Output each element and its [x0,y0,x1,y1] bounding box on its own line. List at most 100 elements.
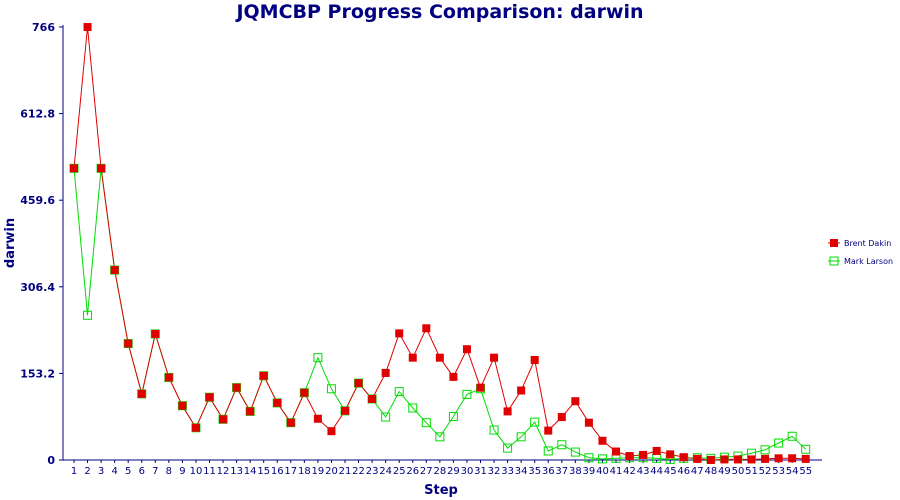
x-tick-label: 10 [190,466,203,477]
legend-entry: Brent Dakin [828,239,891,248]
chart-title: JQMCBP Progress Comparison: darwin [234,1,643,23]
legend: Brent Dakin Mark Larson [828,239,893,266]
x-tick-label: 6 [139,466,145,477]
x-tick-label: 39 [583,466,596,477]
x-tick-label: 51 [745,466,758,477]
data-point [503,407,512,416]
data-point [774,438,784,448]
data-point [774,454,783,463]
x-tick-label: 40 [596,466,609,477]
data-point [421,418,431,428]
data-point [530,355,539,364]
data-point [787,431,797,441]
data-point [760,445,770,455]
data-point [83,310,93,320]
data-point [435,353,444,362]
data-point [327,427,336,436]
data-point [801,444,811,454]
x-tick-label: 30 [461,466,474,477]
series-brent-dakin [73,26,806,461]
x-tick-label: 5 [125,466,131,477]
series-line [73,26,806,461]
data-point [544,426,553,435]
series-layer [69,23,811,464]
data-point [462,389,472,399]
x-tick-label: 4 [111,466,117,477]
data-point [408,353,417,362]
x-tick-label: 7 [152,466,158,477]
data-point [448,411,458,421]
data-point [395,329,404,338]
data-point [286,418,295,427]
x-tick-label: 34 [515,466,528,477]
data-point [300,388,309,397]
x-tick-label: 31 [474,466,487,477]
x-tick-label: 25 [393,466,406,477]
legend-marker [829,256,839,266]
legend-entry: Mark Larson [828,256,893,266]
data-point [557,413,566,422]
data-point [570,447,580,457]
data-point [733,455,742,464]
data-point [543,446,553,456]
series-line [73,168,807,460]
data-point [490,353,499,362]
data-point [679,453,688,462]
x-tick-label: 49 [718,466,731,477]
x-tick-label: 19 [312,466,325,477]
data-point [516,432,526,442]
legend-marker [830,239,838,247]
data-point [435,432,445,442]
data-point [110,266,119,275]
data-point [517,386,526,395]
data-point [368,394,377,403]
data-point [503,443,513,453]
data-point [597,454,607,464]
data-point [408,403,418,413]
data-point [191,423,200,432]
data-point [625,452,634,461]
y-tick-label: 306.4 [20,281,55,294]
x-tick-label: 20 [325,466,338,477]
data-point [219,415,228,424]
y-tick-label: 0 [47,454,55,467]
y-tick-label: 459.6 [20,194,55,207]
data-point [530,417,540,427]
data-point [788,454,797,463]
x-tick-label: 13 [230,466,243,477]
data-point [801,454,810,463]
data-point [313,353,323,363]
x-tick-label: 18 [298,466,311,477]
x-tick-label: 48 [704,466,717,477]
data-point [70,164,78,173]
data-point [97,164,106,173]
x-tick-label: 22 [352,466,365,477]
x-tick-label: 41 [610,466,623,477]
data-point [639,450,648,459]
data-point [178,401,187,410]
series-mark-larson [73,168,807,460]
data-point [720,455,729,464]
data-point [205,393,214,402]
data-point [164,373,173,382]
x-tick-label: 38 [569,466,582,477]
x-tick-label: 8 [166,466,172,477]
x-axis-label: Step [424,483,458,498]
data-point [354,379,363,388]
data-point [137,389,146,398]
x-tick-label: 47 [691,466,704,477]
data-point [232,383,241,392]
data-point [273,398,282,407]
data-point [259,371,268,380]
x-tick-label: 37 [555,466,568,477]
x-tick-label: 27 [420,466,433,477]
data-point [341,406,349,415]
data-point [706,456,715,464]
x-tick-label: 46 [677,466,690,477]
x-tick-label: 12 [217,466,230,477]
x-tick-label: 28 [433,466,446,477]
x-tick-label: 16 [271,466,284,477]
x-tick-label: 23 [366,466,379,477]
y-axis-label: darwin [3,218,18,268]
